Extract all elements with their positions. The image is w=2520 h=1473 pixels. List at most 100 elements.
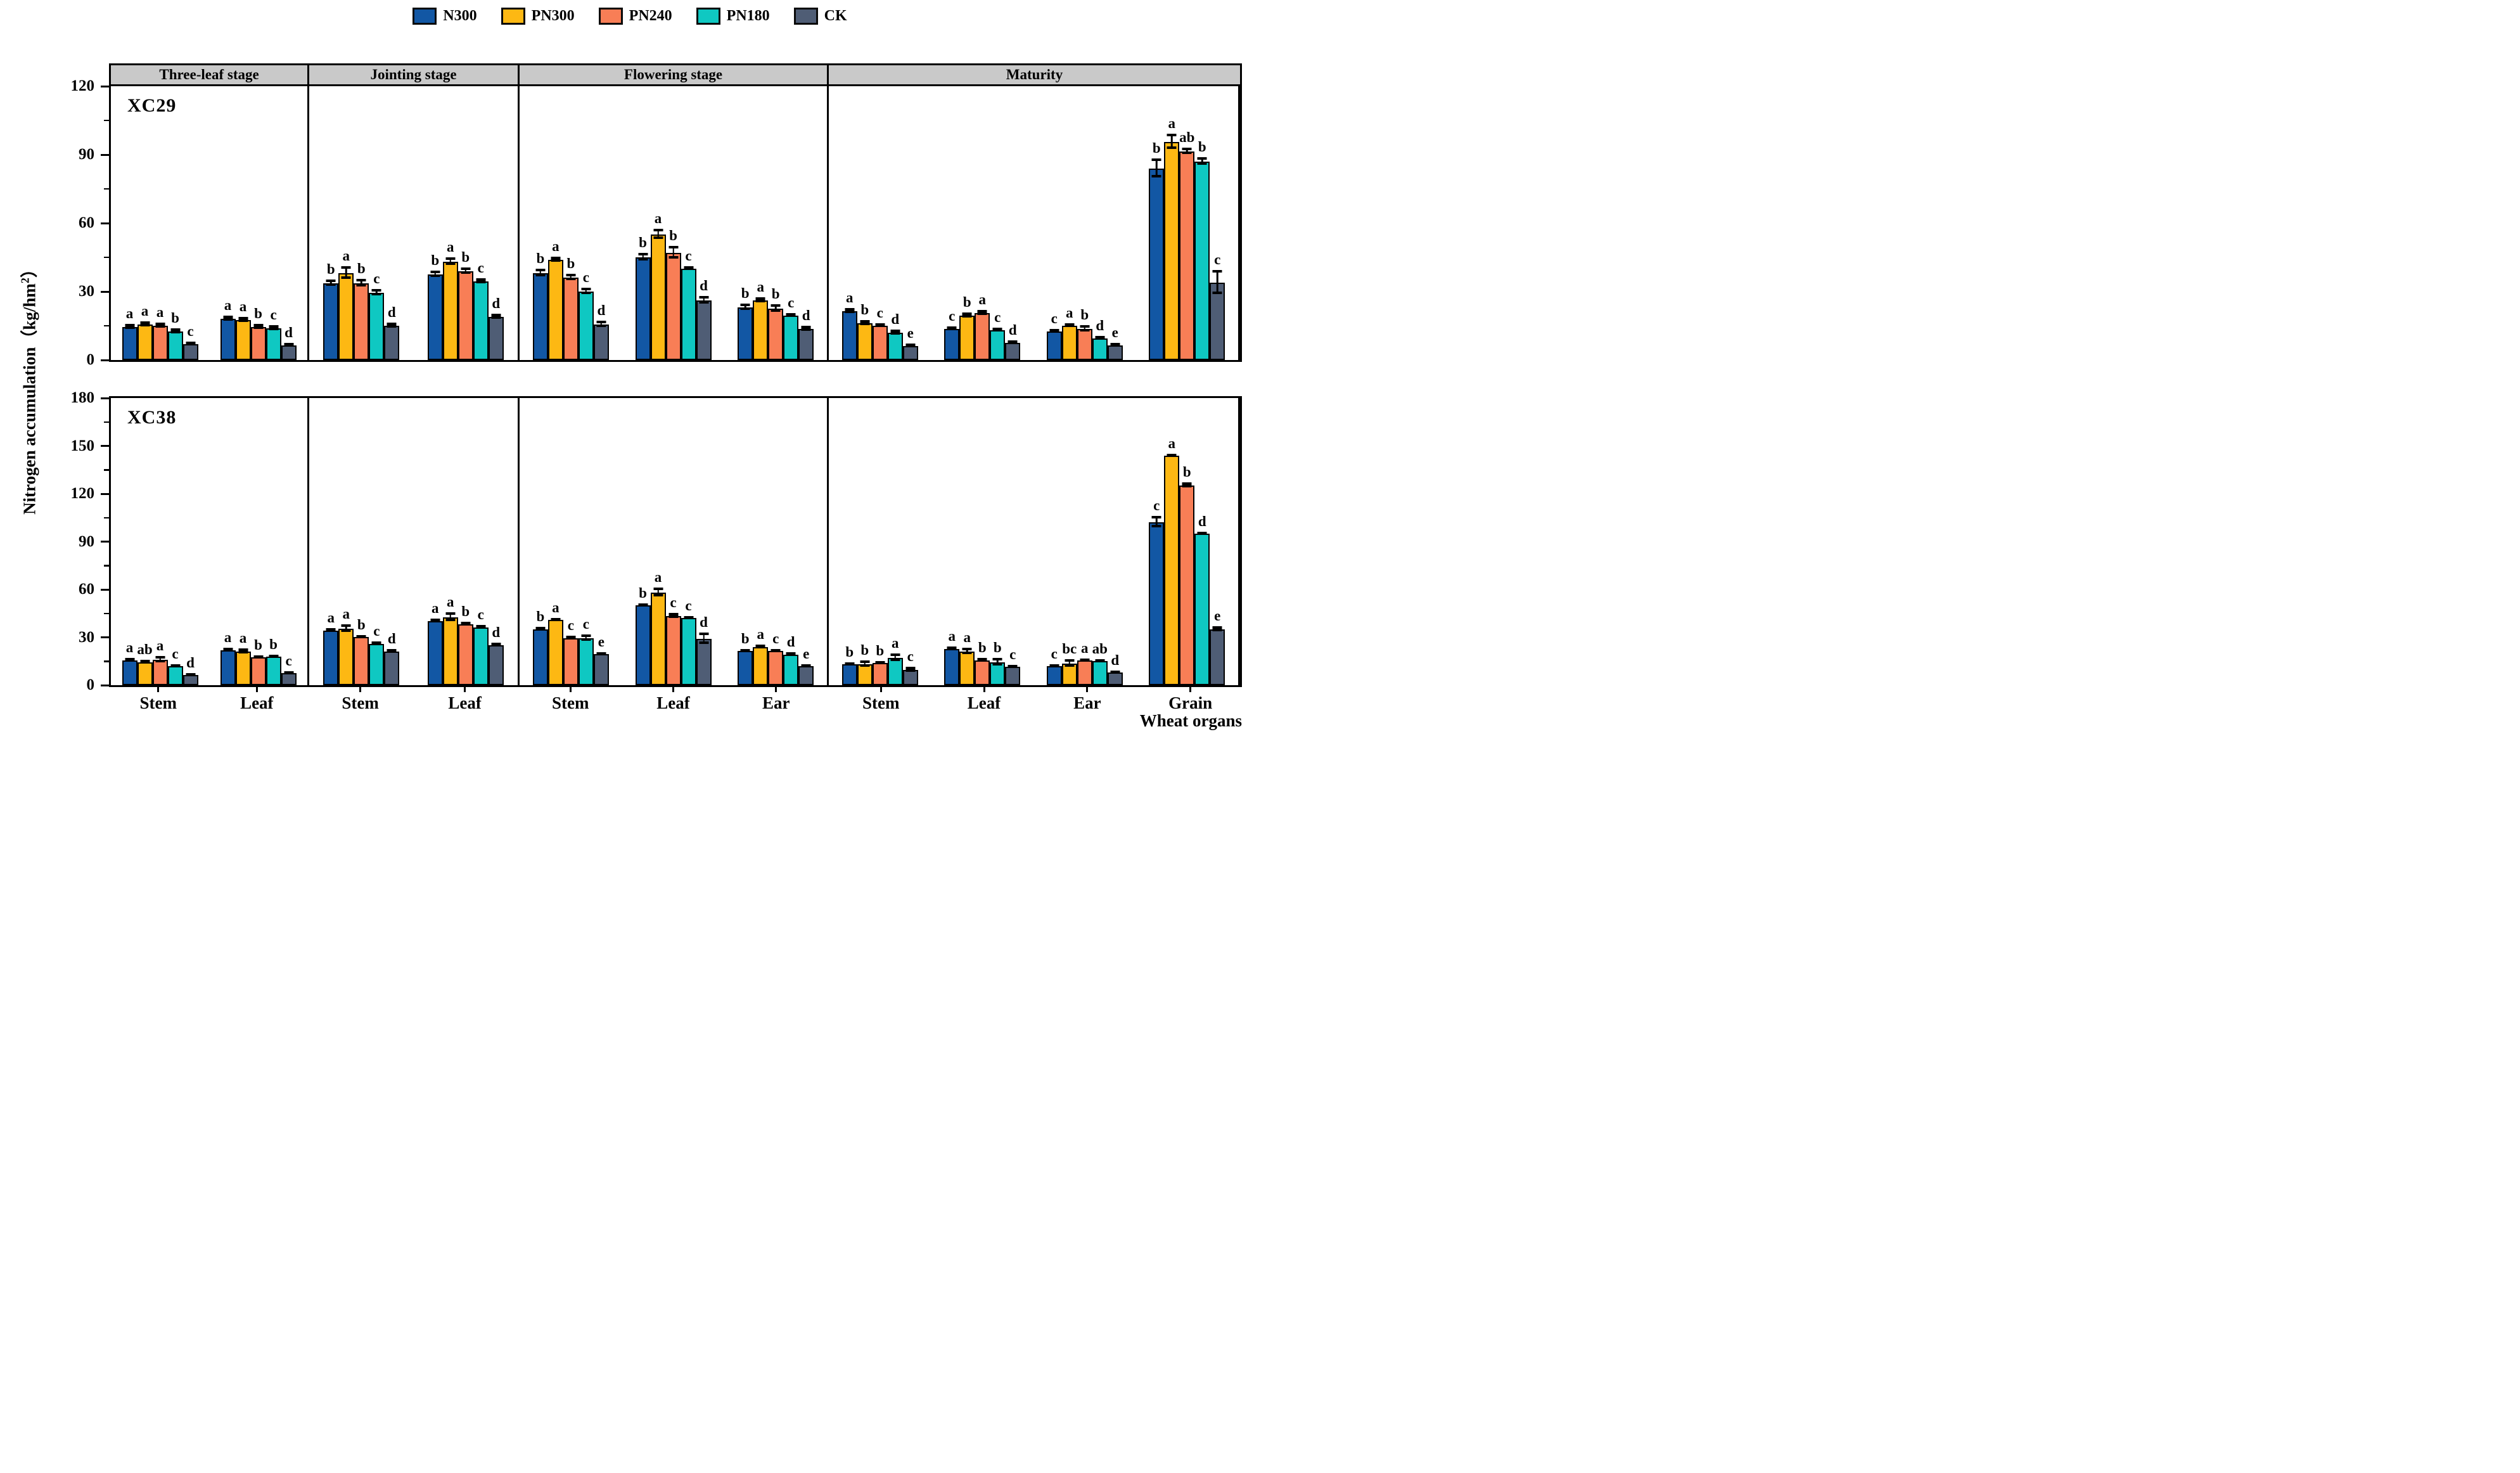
legend-item: PN300 (501, 8, 575, 25)
sig-letter: b (1152, 140, 1161, 156)
bar: a (547, 239, 563, 360)
organ-slot: Grain (1153, 685, 1229, 713)
y-tick-label: 0 (86, 351, 95, 368)
stage-cell: b b b a c a a b b c c bc a ab d c a b d e (829, 398, 1240, 685)
error-bar-cap-bottom (476, 626, 486, 629)
sig-letter: e (907, 325, 914, 341)
sig-letter: c (788, 295, 795, 311)
y-tick-label: 180 (70, 389, 95, 406)
error-bar-cap-bottom (801, 328, 811, 331)
error-bar-cap-bottom (581, 292, 591, 294)
error-bar-cap-top (445, 257, 456, 260)
error-bar-cap-bottom (962, 652, 972, 654)
error-bar-cap-bottom (1007, 665, 1018, 667)
error-bar-cap-bottom (947, 328, 957, 330)
x-tick (464, 685, 466, 692)
error-bar-cap-bottom (1182, 151, 1192, 154)
legend-label: N300 (443, 8, 477, 24)
error-bar-cap-top (1182, 148, 1192, 150)
bar: a (650, 211, 666, 360)
error-bar-cap-bottom (653, 236, 663, 239)
error-bar-cap-bottom (1095, 337, 1105, 340)
organ-stage-cell: Stem Leaf (308, 685, 519, 713)
organ-label: Grain (1168, 693, 1213, 712)
error-bar-cap-bottom (445, 619, 456, 621)
error-bar (449, 614, 452, 621)
cultivar-label: XC38 (127, 407, 177, 428)
bar: d (1005, 323, 1021, 360)
bar: a (841, 290, 857, 360)
sig-letter: c (285, 653, 292, 669)
y-minor-tick (104, 325, 109, 327)
bar: b (768, 286, 784, 360)
error-bar-cap-top (566, 274, 576, 276)
organ-slot: Leaf (219, 685, 295, 713)
sig-letter: b (269, 636, 278, 652)
bar: c (578, 270, 594, 360)
sig-letter: c (1009, 646, 1016, 662)
x-tick (879, 685, 882, 692)
bar: d (887, 312, 903, 360)
sig-letter: a (342, 606, 350, 622)
error-bar-cap-bottom (430, 620, 440, 622)
sig-letter: b (845, 644, 854, 660)
sig-letter: b (963, 294, 971, 310)
bar: b (990, 640, 1006, 685)
bar: b (738, 286, 753, 360)
error-bar-cap-bottom (253, 326, 264, 329)
error-bar-cap-top (387, 323, 397, 325)
bar: a (1164, 436, 1180, 685)
sig-letter: d (891, 311, 900, 327)
bar: c (768, 631, 784, 685)
sig-letter: d (700, 278, 708, 293)
legend-label: PN180 (726, 8, 770, 24)
error-bar (361, 280, 362, 286)
error-bar (894, 655, 897, 661)
error-bar (657, 230, 659, 239)
error-bar-cap-top (461, 267, 471, 270)
legend-swatch (598, 8, 623, 25)
bar: a (887, 636, 903, 685)
y-minor-tick (104, 469, 109, 471)
y-tick-label: 150 (70, 437, 95, 454)
organ-slot: Stem (843, 685, 919, 713)
error-bar-cap-top (341, 266, 351, 269)
error-bar-cap-bottom (186, 673, 196, 676)
y-minor-tick (104, 119, 109, 122)
error-bar-cap-bottom (771, 309, 781, 312)
legend-item: PN180 (696, 8, 770, 25)
sig-letter: a (1066, 305, 1073, 321)
error-bar-cap-bottom (1197, 532, 1207, 534)
error-bar-cap-top (140, 321, 150, 324)
error-bar-cap-bottom (977, 312, 987, 315)
error-bar-cap-bottom (356, 635, 366, 638)
bar: e (902, 326, 918, 360)
error-bar-cap-bottom (786, 653, 796, 656)
bar: c (902, 649, 918, 685)
organ-slot: Stem (120, 685, 196, 713)
error-bar-cap-bottom (140, 661, 150, 664)
bar: b (841, 645, 857, 685)
bar: d (593, 303, 609, 360)
sig-letter: a (552, 600, 560, 615)
legend-label: CK (824, 8, 847, 24)
sig-letter: b (978, 640, 987, 655)
sig-letter: a (1168, 435, 1175, 451)
sig-letter: d (786, 634, 795, 650)
sig-letter: c (1051, 311, 1058, 326)
error-bar-cap-top (668, 613, 679, 615)
sig-letter: d (492, 624, 501, 640)
bar: ab (1092, 641, 1108, 685)
x-tick (775, 685, 777, 692)
y-minor-tick (104, 612, 109, 614)
bar: e (1107, 325, 1123, 360)
error-bar-cap-top (962, 648, 972, 650)
bar: b (323, 262, 339, 360)
error-bar-cap-bottom (1212, 292, 1222, 294)
sig-letter: d (387, 304, 396, 320)
